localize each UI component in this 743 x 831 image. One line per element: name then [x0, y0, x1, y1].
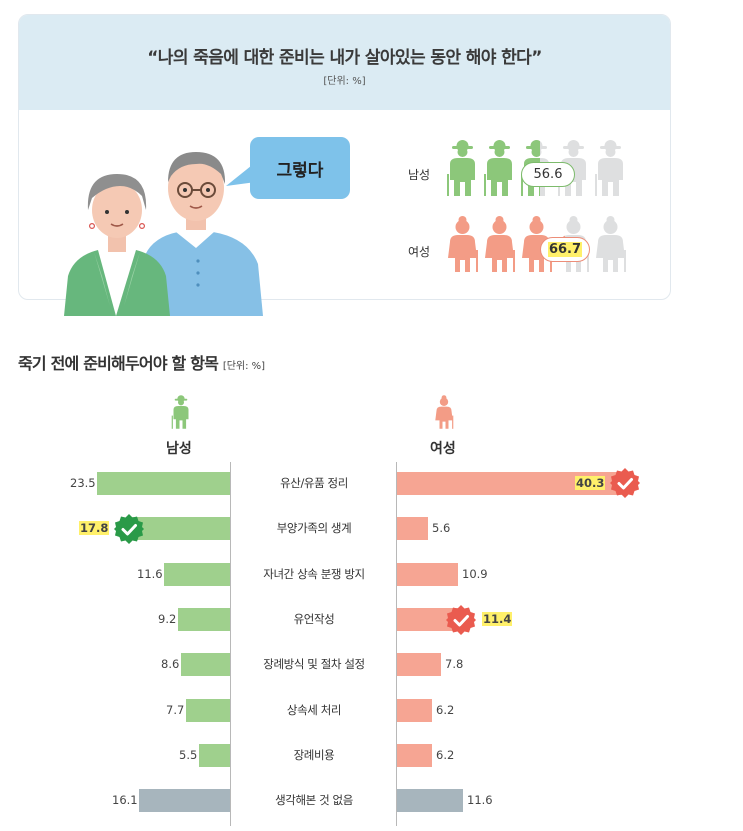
male-bar-none — [139, 789, 230, 812]
category-label: 유언작성 — [293, 612, 335, 626]
male-group-label: 남성 — [166, 441, 192, 457]
female-value: 7.8 — [445, 657, 464, 671]
category-label: 상속세 처리 — [286, 703, 342, 717]
male-bar — [186, 699, 230, 722]
elderly-man-icon — [171, 395, 189, 429]
female-bar — [397, 653, 441, 676]
female-value: 6.2 — [436, 748, 455, 762]
female-value: 11.6 — [467, 793, 493, 807]
speech-bubble-tail — [226, 162, 256, 186]
male-value-highlight: 17.8 — [79, 521, 110, 535]
male-bar — [181, 653, 230, 676]
male-bar — [130, 517, 230, 540]
category-label: 장례비용 — [293, 748, 335, 762]
female-group-label: 여성 — [430, 441, 456, 457]
check-badge-icon — [114, 514, 144, 544]
female-axis-line — [396, 462, 397, 826]
female-value-highlight: 11.4 — [482, 612, 513, 626]
male-value-pill: 56.6 — [521, 162, 575, 187]
category-label: 유산/유품 정리 — [280, 476, 348, 490]
female-bar — [397, 472, 622, 495]
section-unit: [단위: %] — [222, 361, 266, 372]
female-value-pill: 66.7 — [540, 237, 590, 262]
elderly-man-icon-inactive — [595, 140, 623, 196]
elderly-man-icon — [447, 140, 475, 196]
category-label: 부양가족의 생계 — [276, 521, 352, 535]
elderly-woman-icon-inactive — [596, 216, 626, 272]
speech-bubble: 그렇다 — [250, 137, 350, 199]
female-pictogram-row — [446, 214, 627, 274]
male-bar — [178, 608, 230, 631]
female-bar — [397, 517, 428, 540]
female-bar — [397, 699, 432, 722]
category-label: 장례방식 및 절차 설정 — [263, 657, 365, 671]
male-bar — [199, 744, 230, 767]
card-title: “나의 죽음에 대한 준비는 내가 살아있는 동안 해야 한다” — [147, 48, 542, 68]
male-axis-line — [230, 462, 231, 826]
card-header: “나의 죽음에 대한 준비는 내가 살아있는 동안 해야 한다” [단위: %] — [19, 15, 670, 110]
female-bar — [397, 744, 432, 767]
male-value: 23.5 — [70, 476, 96, 490]
male-value: 8.6 — [161, 657, 180, 671]
category-label: 생각해본 것 없음 — [275, 793, 353, 807]
category-label: 자녀간 상속 분쟁 방지 — [263, 567, 365, 581]
male-label: 남성 — [408, 168, 431, 182]
male-value: 11.6 — [137, 567, 163, 581]
female-value: 6.2 — [436, 703, 455, 717]
check-badge-icon — [446, 605, 476, 635]
female-bar-none — [397, 789, 463, 812]
elderly-couple-illustration — [64, 152, 263, 316]
check-badge-icon — [610, 468, 640, 498]
female-bar — [397, 608, 460, 631]
elderly-woman-icon — [448, 216, 478, 272]
male-bar — [97, 472, 230, 495]
male-value: 7.7 — [166, 703, 185, 717]
female-label: 여성 — [408, 245, 431, 259]
card-unit: [단위: %] — [323, 76, 366, 87]
female-value-highlight: 40.3 — [575, 476, 606, 490]
female-bar — [397, 563, 458, 586]
male-value: 5.5 — [179, 748, 198, 762]
elderly-woman-icon — [435, 395, 454, 429]
elderly-man-icon — [484, 140, 512, 196]
female-value: 5.6 — [432, 521, 451, 535]
male-value: 16.1 — [112, 793, 138, 807]
female-value: 10.9 — [462, 567, 488, 581]
elderly-woman-icon — [485, 216, 515, 272]
section-title: 죽기 전에 준비해두어야 할 항목 [단위: %] — [18, 354, 266, 373]
male-value: 9.2 — [158, 612, 177, 626]
male-bar — [164, 563, 230, 586]
